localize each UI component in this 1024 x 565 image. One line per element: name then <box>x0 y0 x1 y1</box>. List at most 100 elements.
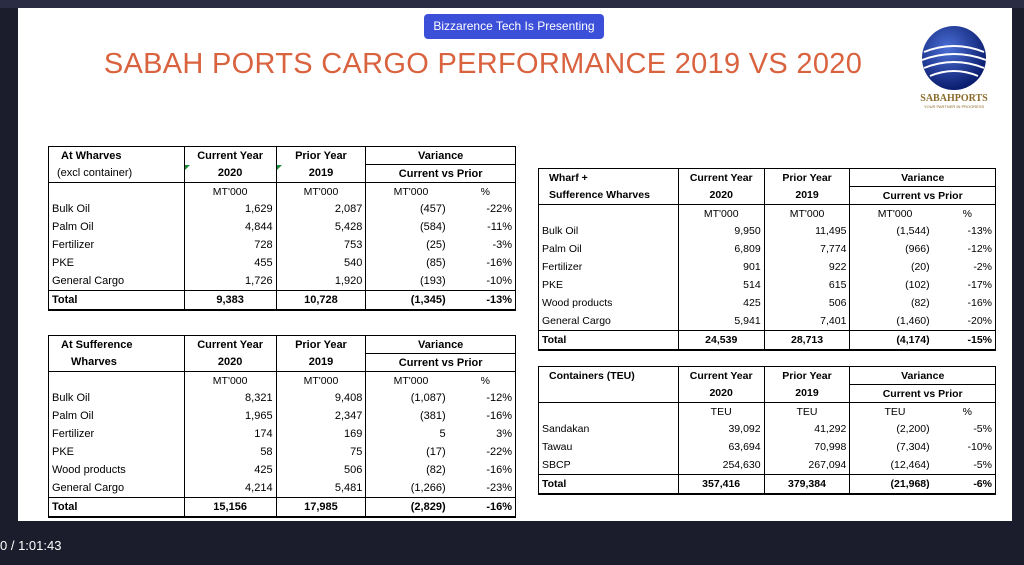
total-label: Total <box>48 290 185 311</box>
sabahports-globe-icon <box>921 26 987 90</box>
current-year-value: 1,629 <box>183 200 277 218</box>
table-row: Palm Oil 4,844 5,428 (584) -11% <box>48 218 516 236</box>
prior-year-value: 5,428 <box>275 218 366 236</box>
prior-year-value: 75 <box>275 443 366 461</box>
row-label: General Cargo <box>538 312 679 331</box>
variance-pct: 3% <box>455 425 516 443</box>
table-row: General Cargo 5,941 7,401 (1,460) -20% <box>538 312 996 331</box>
total-row: Total 15,156 17,985 (2,829) -16% <box>48 497 516 518</box>
variance-pct: -2% <box>939 258 996 276</box>
header-prior-year: Prior Year <box>275 146 366 165</box>
variance-pct: -23% <box>455 479 516 498</box>
unit-pct: % <box>455 182 516 200</box>
header-variance: Variance <box>849 168 996 187</box>
prior-year-value: 1,920 <box>275 272 366 291</box>
row-label: PKE <box>48 254 185 272</box>
variance-value: (193) <box>365 272 456 291</box>
header-sublabel: Sufference Wharves <box>538 186 679 205</box>
table-row: General Cargo 1,726 1,920 (193) -10% <box>48 272 516 291</box>
header-sublabel: (excl container) <box>48 164 185 183</box>
header-label: Containers (TEU) <box>538 366 679 385</box>
header-2020: 2020 <box>677 384 765 403</box>
header-current-year: Current Year <box>677 168 765 187</box>
total-row: Total 9,383 10,728 (1,345) -13% <box>48 290 516 311</box>
variance-value: 5 <box>365 425 456 443</box>
total-label: Total <box>48 497 185 518</box>
variance-pct: -11% <box>455 218 516 236</box>
total-prior-year: 379,384 <box>763 474 850 495</box>
variance-pct: -20% <box>939 312 996 331</box>
variance-pct: -13% <box>939 222 996 240</box>
header-label: At Sufference <box>48 335 185 354</box>
prior-year-value: 540 <box>275 254 366 272</box>
header-2019: 2019 <box>275 353 366 372</box>
header-2019: 2019 <box>763 186 850 205</box>
header-current-vs-prior: Current vs Prior <box>849 186 996 205</box>
variance-value: (12,464) <box>849 456 940 475</box>
current-year-value: 39,092 <box>677 420 765 438</box>
row-label: Wood products <box>538 294 679 312</box>
prior-year-value: 70,998 <box>763 438 850 456</box>
current-year-value: 63,694 <box>677 438 765 456</box>
current-year-value: 58 <box>183 443 277 461</box>
unit-mt: MT'000 <box>275 182 366 200</box>
row-label: Fertilizer <box>538 258 679 276</box>
variance-value: (1,266) <box>365 479 456 498</box>
table-at-wharves: At Wharves Current Year Prior Year Varia… <box>48 146 516 311</box>
variance-pct: -5% <box>939 420 996 438</box>
header-prior-year: Prior Year <box>763 366 850 385</box>
header-2020: 2020 <box>183 353 277 372</box>
row-label: SBCP <box>538 456 679 475</box>
current-year-value: 901 <box>677 258 765 276</box>
table-row: Palm Oil 6,809 7,774 (966) -12% <box>538 240 996 258</box>
table-row: Fertilizer 728 753 (25) -3% <box>48 236 516 254</box>
table-row: Fertilizer 174 169 5 3% <box>48 425 516 443</box>
slide-title: SABAH PORTS CARGO PERFORMANCE 2019 VS 20… <box>103 48 863 80</box>
header-current-year: Current Year <box>183 335 277 354</box>
header-2020: 2020 <box>183 164 277 183</box>
variance-pct: -3% <box>455 236 516 254</box>
table-row: Bulk Oil 9,950 11,495 (1,544) -13% <box>538 222 996 240</box>
total-current-year: 357,416 <box>677 474 765 495</box>
variance-pct: -16% <box>455 461 516 479</box>
table-row: PKE 514 615 (102) -17% <box>538 276 996 294</box>
total-label: Total <box>538 330 679 351</box>
unit-mt: MT'000 <box>183 182 277 200</box>
table-wharf-plus-sufference: Wharf + Current Year Prior Year Variance… <box>538 168 996 351</box>
variance-value: (966) <box>849 240 940 258</box>
variance-value: (17) <box>365 443 456 461</box>
unit-teu: TEU <box>763 402 850 420</box>
header-current-vs-prior: Current vs Prior <box>365 164 516 183</box>
unit-mt: MT'000 <box>849 204 940 222</box>
current-year-value: 4,844 <box>183 218 277 236</box>
total-current-year: 15,156 <box>183 497 277 518</box>
variance-value: (20) <box>849 258 940 276</box>
total-prior-year: 28,713 <box>763 330 850 351</box>
variance-value: (381) <box>365 407 456 425</box>
table-row: Palm Oil 1,965 2,347 (381) -16% <box>48 407 516 425</box>
unit-pct: % <box>455 371 516 389</box>
logo-tagline: YOUR PARTNER IN PROGRESS <box>923 104 985 109</box>
row-label: General Cargo <box>48 479 185 498</box>
row-label: Wood products <box>48 461 185 479</box>
prior-year-value: 506 <box>763 294 850 312</box>
row-label: Palm Oil <box>48 218 185 236</box>
prior-year-value: 169 <box>275 425 366 443</box>
unit-mt: MT'000 <box>365 182 456 200</box>
current-year-value: 174 <box>183 425 277 443</box>
table-row: Bulk Oil 8,321 9,408 (1,087) -12% <box>48 389 516 407</box>
variance-pct: -12% <box>455 389 516 407</box>
variance-pct: -22% <box>455 443 516 461</box>
prior-year-value: 7,401 <box>763 312 850 331</box>
variance-value: (85) <box>365 254 456 272</box>
prior-year-value: 2,087 <box>275 200 366 218</box>
row-label: Bulk Oil <box>538 222 679 240</box>
header-label: Wharf + <box>538 168 679 187</box>
presentation-slide: Bizzarence Tech Is Presenting SABAH PORT… <box>18 8 1012 521</box>
variance-value: (457) <box>365 200 456 218</box>
total-variance-pct: -13% <box>455 290 516 311</box>
header-current-year: Current Year <box>183 146 277 165</box>
table-containers-teu: Containers (TEU) Current Year Prior Year… <box>538 366 996 495</box>
variance-pct: -12% <box>939 240 996 258</box>
current-year-value: 5,941 <box>677 312 765 331</box>
